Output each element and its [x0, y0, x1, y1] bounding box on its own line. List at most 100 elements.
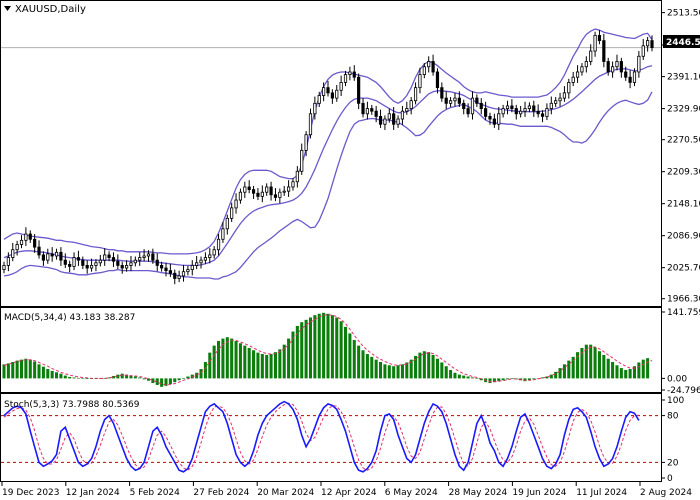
macd-histogram-bar: [24, 358, 28, 379]
candle-body: [186, 269, 190, 273]
candle-body: [571, 76, 575, 83]
price-tick-label: 2270.50: [667, 136, 700, 146]
macd-histogram-bar: [584, 344, 588, 379]
candle-body: [286, 186, 291, 192]
macd-histogram-bar: [225, 337, 229, 379]
macd-histogram-bar: [370, 356, 374, 379]
candle-body: [300, 149, 304, 172]
macd-tick-label: 141.759: [667, 308, 700, 318]
candle-body: [76, 257, 81, 261]
candle-body: [142, 255, 146, 258]
macd-histogram-bar: [129, 375, 133, 379]
macd-histogram-bar: [497, 378, 501, 382]
candle-body: [85, 265, 89, 269]
candle-body: [383, 118, 387, 125]
candle-body: [330, 92, 334, 99]
macd-histogram-bar: [431, 354, 435, 379]
candle-body: [549, 102, 553, 109]
stoch-k-line: [3, 400, 640, 473]
candle-body: [567, 82, 571, 94]
candle-body: [234, 199, 238, 209]
candle-body: [208, 254, 212, 258]
candle-body: [339, 82, 343, 91]
candle-body: [212, 249, 216, 256]
macd-histogram-bar: [510, 378, 514, 379]
candle-body: [453, 97, 457, 102]
macd-histogram-bar: [632, 366, 637, 379]
date-tick-label: 20 Mar 2024: [257, 488, 314, 498]
price-panel-frame: [0, 0, 662, 307]
macd-histogram-bar: [160, 378, 164, 387]
candle-body: [120, 265, 124, 269]
macd-histogram-bar: [593, 347, 597, 379]
candle-body: [2, 265, 6, 270]
macd-histogram-bar: [304, 319, 308, 379]
candle-body: [501, 108, 505, 115]
macd-histogram-bar: [562, 364, 566, 379]
macd-histogram-bar: [234, 340, 238, 379]
macd-histogram-bar: [505, 378, 510, 380]
candle-body: [646, 40, 650, 47]
macd-histogram-bar: [549, 374, 553, 379]
candle-body: [527, 105, 532, 109]
candle-body: [138, 257, 142, 261]
candle-body: [413, 87, 418, 102]
macd-histogram-bar: [387, 365, 391, 379]
dropdown-triangle-icon[interactable]: [4, 6, 11, 11]
macd-histogram-bar: [624, 369, 628, 379]
macd-histogram-bar: [116, 374, 120, 379]
candle-body: [317, 95, 321, 104]
candle-body: [370, 108, 374, 112]
macd-histogram-bar: [151, 378, 155, 384]
macd-histogram-bar: [199, 369, 203, 379]
macd-histogram-bar: [308, 317, 313, 379]
candle-body: [164, 267, 168, 272]
candle-body: [225, 217, 229, 230]
macd-histogram-bar: [409, 359, 413, 379]
price-plot: [1, 28, 661, 285]
candle-body: [216, 238, 221, 251]
stoch-tick-label: 0: [667, 474, 673, 484]
macd-histogram-bar: [400, 364, 404, 379]
macd-histogram-bar: [81, 378, 85, 379]
macd-histogram-bar: [273, 352, 277, 379]
macd-histogram-bar: [265, 354, 269, 379]
candle-body: [256, 192, 260, 197]
candle-body: [470, 97, 475, 115]
macd-histogram-bar: [85, 378, 89, 379]
macd-histogram-bar: [637, 362, 641, 379]
candle-body: [365, 108, 370, 115]
price-tick-label: 2391.10: [667, 73, 700, 83]
macd-histogram-bar: [282, 344, 286, 379]
macd-histogram-bar: [453, 372, 457, 379]
macd-histogram-bar: [365, 354, 369, 379]
candle-body: [168, 270, 172, 274]
macd-histogram-bar: [212, 345, 216, 379]
candle-body: [199, 259, 203, 264]
candle-body: [435, 71, 440, 89]
candle-body: [146, 253, 151, 257]
stoch-tick-label: 20: [667, 458, 679, 468]
macd-histogram-bar: [602, 354, 606, 379]
candle-body: [523, 108, 527, 112]
macd-histogram-bar: [348, 333, 352, 379]
date-tick-label: 28 May 2024: [449, 488, 508, 498]
candle-body: [405, 108, 409, 112]
macd-histogram-bar: [181, 378, 186, 379]
candle-body: [24, 233, 28, 241]
macd-histogram-bar: [33, 361, 37, 379]
candle-body: [422, 66, 426, 75]
macd-histogram-bar: [541, 377, 545, 379]
macd-histogram-bar: [168, 378, 172, 385]
macd-histogram-bar: [501, 378, 505, 381]
macd-histogram-bar: [155, 378, 159, 385]
candle-body: [536, 110, 540, 115]
macd-histogram-bar: [125, 374, 129, 379]
candle-body: [15, 244, 19, 251]
candle-body: [554, 100, 558, 104]
candle-body: [98, 259, 102, 264]
macd-histogram-bar: [221, 338, 225, 379]
stoch-title: Stoch(5,3,3) 73.7988 80.5369: [4, 400, 140, 410]
price-tick-label: 2329.90: [667, 105, 700, 115]
